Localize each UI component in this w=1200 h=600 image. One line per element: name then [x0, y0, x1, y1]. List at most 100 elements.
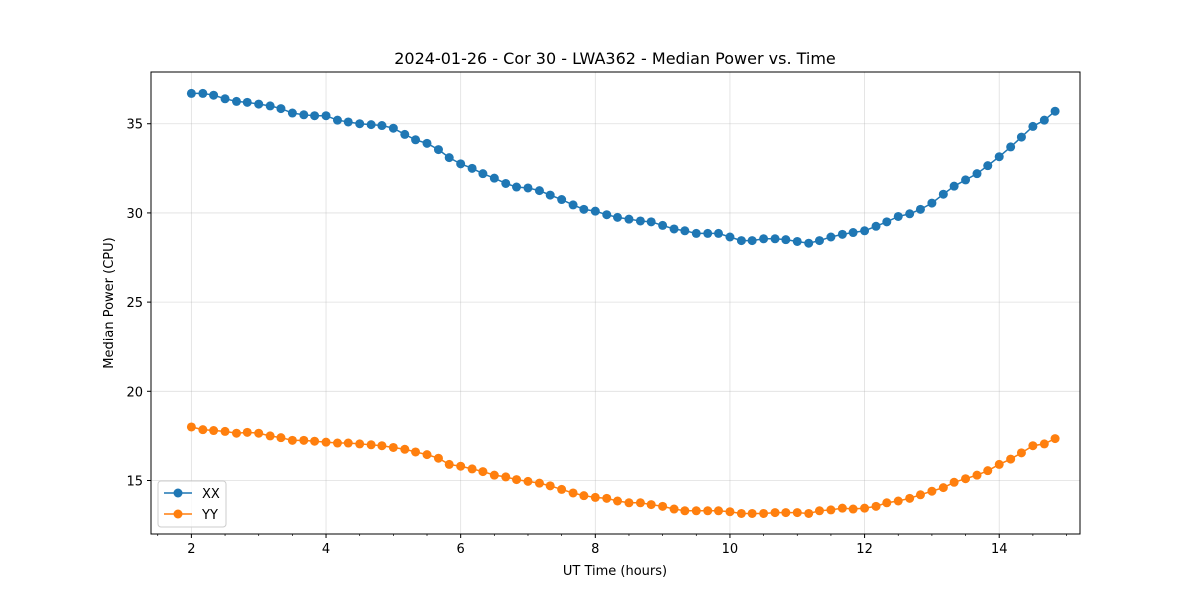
data-point-yy: [624, 498, 634, 508]
data-point-xx: [972, 169, 982, 179]
data-point-xx: [994, 152, 1004, 162]
data-point-yy: [489, 470, 499, 480]
data-series: [186, 88, 1060, 518]
data-point-xx: [422, 138, 432, 148]
data-point-xx: [747, 236, 757, 246]
data-point-xx: [613, 212, 623, 222]
data-point-yy: [343, 438, 353, 448]
data-point-xx: [635, 216, 645, 226]
y-tick-label: 15: [126, 474, 143, 489]
data-point-yy: [1016, 448, 1026, 458]
data-point-yy: [512, 475, 522, 485]
data-point-xx: [792, 236, 802, 246]
legend-label: YY: [201, 508, 218, 523]
data-point-xx: [624, 214, 634, 224]
data-point-xx: [949, 181, 959, 191]
data-point-yy: [501, 472, 511, 482]
data-point-yy: [231, 428, 241, 438]
data-point-yy: [433, 453, 443, 463]
data-point-yy: [915, 490, 925, 500]
data-point-xx: [332, 115, 342, 125]
data-point-yy: [949, 477, 959, 487]
data-point-yy: [545, 481, 555, 491]
data-point-xx: [456, 159, 466, 169]
data-point-xx: [254, 99, 264, 109]
data-point-xx: [759, 234, 769, 244]
data-point-yy: [186, 422, 196, 432]
data-point-yy: [792, 508, 802, 518]
data-point-xx: [400, 129, 410, 139]
data-point-yy: [938, 483, 948, 493]
data-point-yy: [579, 491, 589, 501]
data-point-xx: [523, 183, 533, 193]
data-point-xx: [545, 190, 555, 200]
data-point-yy: [456, 461, 466, 471]
data-point-yy: [848, 504, 858, 514]
data-point-xx: [961, 175, 971, 185]
data-point-xx: [366, 120, 376, 130]
data-point-yy: [905, 493, 915, 503]
legend-item-yy: YY: [164, 508, 218, 523]
data-point-xx: [814, 236, 824, 246]
data-point-yy: [680, 506, 690, 516]
data-point-xx: [501, 178, 511, 188]
data-point-yy: [804, 508, 814, 518]
legend-marker: [173, 488, 183, 498]
data-point-xx: [860, 226, 870, 236]
data-point-yy: [198, 425, 208, 435]
data-point-xx: [927, 198, 937, 208]
data-point-xx: [893, 211, 903, 221]
data-point-xx: [848, 228, 858, 238]
data-point-xx: [433, 145, 443, 155]
legend-label: XX: [202, 487, 220, 502]
data-point-xx: [1039, 115, 1049, 125]
data-point-xx: [590, 206, 600, 216]
data-point-yy: [523, 476, 533, 486]
data-point-yy: [265, 431, 275, 441]
grid-lines: [151, 72, 1080, 534]
data-point-xx: [377, 121, 387, 131]
legend-marker: [173, 509, 183, 519]
data-point-xx: [198, 88, 208, 98]
data-point-xx: [837, 229, 847, 239]
chart-title: 2024-01-26 - Cor 30 - LWA362 - Median Po…: [394, 49, 836, 68]
axis-ticks: 2 4 6 8 10 12 14 15 20 25 30 35: [126, 118, 1067, 557]
data-point-xx: [388, 123, 398, 133]
data-point-yy: [220, 426, 230, 436]
data-point-yy: [826, 505, 836, 515]
data-point-yy: [478, 467, 488, 477]
data-point-xx: [826, 232, 836, 242]
data-point-yy: [994, 459, 1004, 469]
data-point-yy: [871, 501, 881, 511]
data-point-yy: [332, 438, 342, 448]
data-point-yy: [310, 436, 320, 446]
data-point-yy: [388, 442, 398, 452]
legend-item-xx: XX: [164, 487, 220, 502]
data-point-yy: [377, 441, 387, 451]
data-point-yy: [703, 506, 713, 516]
data-point-yy: [1006, 454, 1016, 464]
data-point-xx: [568, 200, 578, 210]
y-axis-label: Median Power (CPU): [102, 237, 117, 368]
data-point-xx: [1028, 121, 1038, 131]
data-point-yy: [287, 435, 297, 445]
data-point-yy: [646, 500, 656, 510]
data-point-yy: [736, 508, 746, 518]
data-point-xx: [355, 119, 365, 129]
data-point-yy: [837, 503, 847, 513]
data-point-xx: [703, 228, 713, 238]
data-point-xx: [343, 117, 353, 127]
x-tick-label: 10: [722, 542, 739, 557]
data-point-xx: [915, 204, 925, 214]
data-point-yy: [299, 435, 309, 445]
data-point-yy: [725, 507, 735, 517]
data-point-yy: [983, 466, 993, 476]
data-point-xx: [299, 110, 309, 120]
x-tick-label: 6: [457, 542, 465, 557]
data-point-xx: [725, 232, 735, 242]
series-yy: [186, 422, 1060, 518]
legend: XX YY: [157, 480, 227, 528]
y-tick-label: 30: [126, 207, 143, 222]
x-axis-label: UT Time (hours): [563, 564, 667, 579]
